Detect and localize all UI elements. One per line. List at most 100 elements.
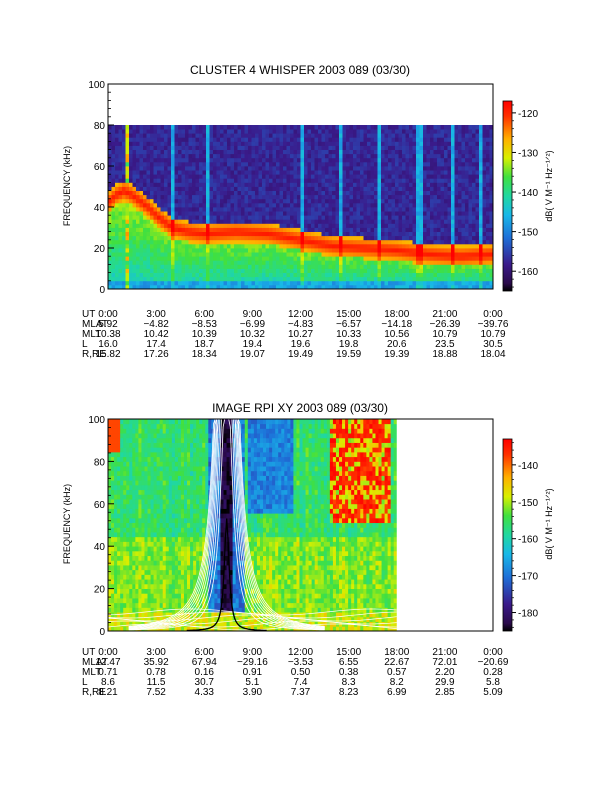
spectrogram-cell (199, 231, 203, 237)
spectrogram-cell (230, 284, 235, 289)
spectrogram-cell (150, 227, 154, 232)
spectrogram-cell (384, 235, 389, 241)
spectrogram-cell (475, 145, 480, 150)
spectrogram-cell (223, 153, 228, 159)
spectrogram-cell (451, 161, 455, 167)
spectrogram-cell (458, 231, 462, 237)
spectrogram-cell (114, 541, 118, 547)
spectrogram-cell (321, 268, 326, 273)
spectrogram-cell (230, 207, 235, 212)
spectrogram-cell (199, 243, 203, 249)
spectrogram-cell (199, 153, 203, 159)
spectrogram-cell (209, 125, 214, 130)
spectrogram-cell (451, 260, 455, 265)
spectrogram-cell (135, 423, 139, 429)
spectrogram-cell (423, 137, 427, 142)
spectrogram-cell (311, 223, 315, 228)
spectrogram-cell (136, 149, 140, 155)
spectrogram-cell (426, 227, 431, 232)
spectrogram-cell (409, 243, 413, 249)
spectrogram-cell (426, 272, 431, 278)
spectrogram-cell (164, 268, 168, 273)
spectrogram-cell (335, 161, 340, 167)
spectrogram-cell (304, 219, 308, 224)
spectrogram-cell (139, 260, 144, 265)
spectrogram-cell (486, 133, 490, 138)
spectrogram-cell (370, 239, 375, 245)
spectrogram-cell (402, 231, 406, 237)
spectrogram-cell (416, 129, 420, 134)
spectrogram-cell (398, 174, 403, 179)
spectrogram-cell (349, 141, 354, 146)
spectrogram-cell (248, 280, 252, 286)
spectrogram-cell (108, 437, 112, 443)
spectrogram-cell (199, 178, 203, 183)
spectrogram-cell (192, 284, 196, 289)
spectrogram-cell (328, 268, 333, 273)
spectrogram-cell (279, 198, 284, 204)
spectrogram-cell (363, 272, 368, 278)
spectrogram-cell (120, 470, 124, 476)
spectrogram-cell (227, 264, 231, 269)
spectrogram-cell (114, 569, 118, 575)
spectrogram-cell (209, 170, 214, 175)
spectrogram-cell (409, 260, 413, 265)
spectrogram-cell (475, 231, 480, 237)
spectrogram-cell (265, 182, 270, 187)
spectrogram-cell (346, 170, 350, 175)
spectrogram-cell (318, 190, 322, 196)
spectrogram-cell (174, 256, 179, 261)
spectrogram-cell (283, 211, 287, 216)
spectrogram-cell (353, 239, 357, 245)
spectrogram-cell (157, 137, 161, 142)
spectrogram-cell (150, 161, 154, 167)
spectrogram-cell (437, 276, 441, 282)
spectrogram-cell (489, 190, 493, 196)
spectrogram-cell (185, 137, 189, 142)
spectrogram-cell (178, 137, 182, 142)
spectrogram-cell (114, 621, 118, 627)
spectrogram-cell (117, 484, 121, 491)
spectrogram-cell (311, 137, 315, 142)
spectrogram-cell (122, 166, 126, 171)
spectrogram-cell (115, 264, 119, 269)
spectrogram-cell (388, 161, 392, 167)
spectrogram-cell (234, 137, 238, 142)
spectrogram-cell (181, 182, 186, 187)
spectrogram-cell (213, 248, 217, 253)
spectrogram-cell (251, 129, 256, 134)
spectrogram-cell (402, 284, 406, 289)
spectrogram-cell (356, 129, 361, 134)
spectrogram-cell (328, 133, 333, 138)
spectrogram-cell (321, 223, 326, 228)
spectrogram-cell (146, 133, 151, 138)
spectrogram-cell (258, 170, 263, 175)
spectrogram-cell (353, 227, 357, 232)
spectrogram-cell (272, 186, 277, 191)
spectrogram-cell (185, 145, 189, 150)
spectrogram-cell (276, 256, 280, 261)
spectrogram-cell (206, 223, 210, 228)
spectrogram-cell (255, 248, 259, 253)
spectrogram-cell (472, 260, 476, 265)
spectrogram-cell (283, 219, 287, 224)
spectrogram-cell (230, 272, 235, 278)
spectrogram-cell (108, 133, 112, 138)
spectrogram-cell (122, 264, 126, 269)
spectrogram-cell (136, 125, 140, 130)
spectrogram-cell (440, 137, 445, 142)
spectrogram-cell (199, 260, 203, 265)
ephemeris-value: 18.88 (432, 349, 457, 360)
spectrogram-cell (265, 174, 270, 179)
spectrogram-cell (381, 194, 385, 200)
spectrogram-cell (318, 166, 322, 171)
spectrogram-cell (304, 133, 308, 138)
spectrogram-cell (335, 276, 340, 282)
spectrogram-cell (395, 276, 399, 282)
spectrogram-cell (283, 153, 287, 159)
spectrogram-cell (472, 174, 476, 179)
spectrogram-cell (384, 161, 389, 167)
spectrogram-cell (122, 280, 126, 286)
spectrogram-cell (402, 174, 406, 179)
spectrogram-cell (318, 186, 322, 191)
